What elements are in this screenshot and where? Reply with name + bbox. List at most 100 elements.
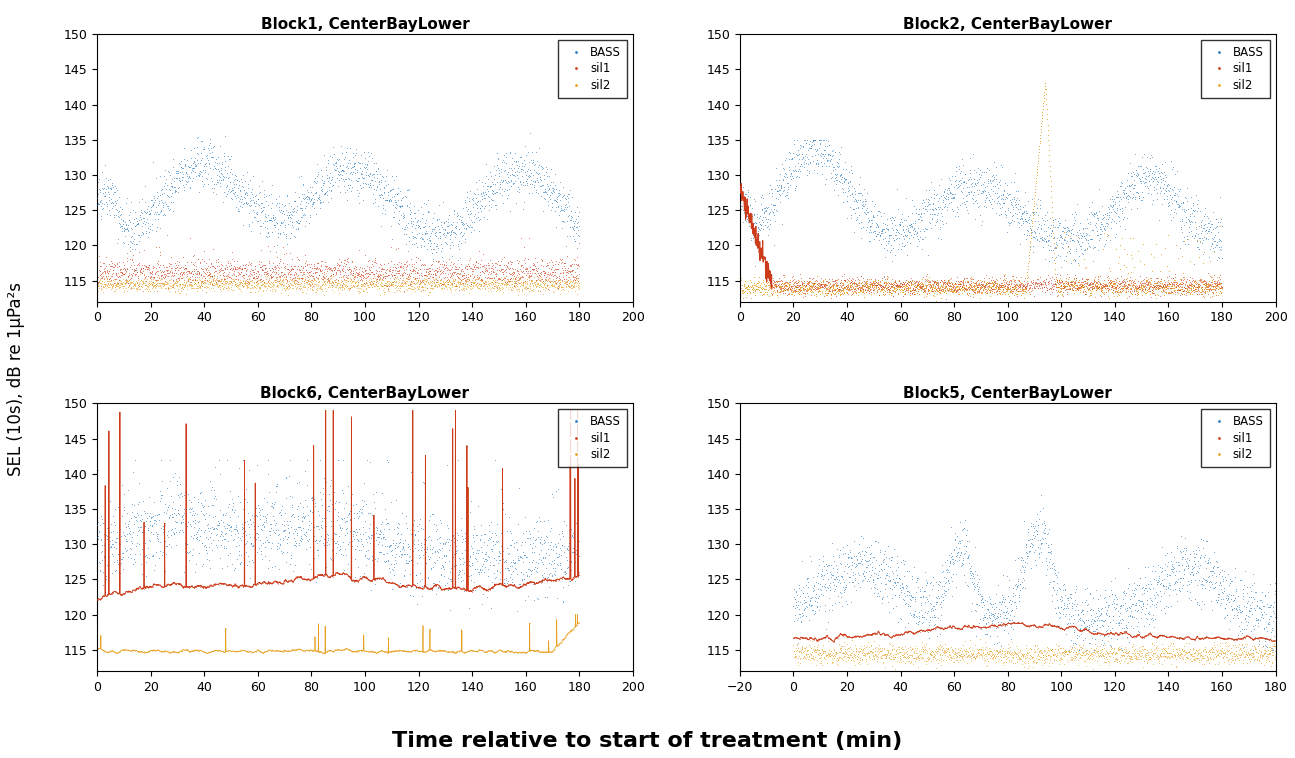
sil2 — [456, 280, 477, 292]
BASS — [411, 201, 431, 213]
sil2 — [1041, 657, 1062, 669]
sil2 — [141, 282, 162, 294]
Point — [253, 647, 273, 659]
BASS — [464, 535, 484, 547]
sil1 — [332, 279, 352, 291]
BASS — [559, 553, 580, 565]
BASS — [1067, 629, 1088, 641]
sil2 — [1212, 652, 1233, 664]
sil1 — [782, 280, 803, 292]
sil2 — [1248, 655, 1269, 667]
BASS — [550, 544, 571, 556]
sil2 — [813, 645, 834, 657]
Point — [992, 619, 1013, 631]
sil1 — [405, 262, 426, 274]
sil1 — [453, 267, 474, 279]
sil2 — [1142, 648, 1163, 660]
Point — [440, 646, 461, 658]
Point — [1123, 631, 1143, 643]
sil1 — [1164, 284, 1185, 296]
BASS — [1062, 602, 1083, 614]
sil1 — [1195, 274, 1216, 287]
Point — [786, 631, 807, 644]
sil1 — [1096, 278, 1116, 290]
BASS — [1046, 606, 1067, 619]
BASS — [228, 531, 249, 543]
sil1 — [1002, 270, 1023, 282]
Point — [149, 579, 170, 591]
BASS — [848, 201, 869, 213]
BASS — [874, 553, 895, 565]
Point — [396, 580, 417, 592]
sil1 — [830, 283, 851, 295]
sil2 — [1112, 644, 1133, 656]
BASS — [957, 552, 978, 564]
sil1 — [355, 264, 376, 276]
sil2 — [1159, 650, 1180, 662]
BASS — [1076, 227, 1097, 239]
sil2 — [259, 277, 280, 290]
BASS — [522, 146, 543, 158]
sil2 — [123, 278, 144, 290]
sil2 — [218, 275, 238, 287]
BASS — [184, 491, 205, 503]
Point — [1068, 624, 1089, 636]
sil1 — [872, 280, 892, 292]
BASS — [951, 186, 971, 198]
sil1 — [1200, 271, 1221, 283]
BASS — [480, 180, 501, 193]
BASS — [268, 190, 289, 202]
BASS — [943, 557, 963, 569]
BASS — [306, 177, 326, 190]
sil2 — [969, 277, 989, 290]
sil2 — [1080, 290, 1101, 302]
sil2 — [927, 279, 948, 291]
sil1 — [838, 283, 859, 295]
sil1 — [166, 259, 186, 271]
sil1 — [958, 287, 979, 299]
BASS — [1107, 204, 1128, 216]
BASS — [1008, 216, 1028, 228]
BASS — [264, 526, 285, 538]
sil1 — [786, 280, 807, 293]
BASS — [534, 515, 554, 527]
sil2 — [954, 645, 975, 657]
Point — [128, 646, 149, 658]
sil2 — [1154, 650, 1175, 662]
Point — [1225, 634, 1246, 646]
BASS — [526, 533, 546, 545]
BASS — [1241, 625, 1261, 637]
Point — [939, 621, 960, 633]
sil2 — [843, 650, 864, 662]
sil2 — [935, 280, 956, 293]
sil2 — [258, 280, 278, 292]
BASS — [387, 218, 408, 230]
sil1 — [864, 277, 884, 290]
sil2 — [139, 283, 159, 295]
sil2 — [1153, 650, 1173, 662]
sil2 — [817, 650, 838, 662]
sil1 — [287, 276, 308, 288]
Point — [966, 620, 987, 632]
BASS — [780, 170, 800, 182]
BASS — [835, 164, 856, 176]
sil2 — [303, 277, 324, 290]
sil2 — [783, 274, 804, 286]
sil1 — [811, 279, 831, 291]
BASS — [324, 164, 344, 177]
sil1 — [1002, 287, 1023, 299]
BASS — [488, 554, 509, 566]
BASS — [515, 175, 536, 187]
Point — [1254, 632, 1274, 644]
BASS — [341, 179, 361, 191]
Point — [372, 573, 392, 585]
Point — [131, 646, 152, 658]
Point — [508, 582, 528, 594]
BASS — [988, 191, 1009, 203]
sil1 — [1089, 278, 1110, 290]
BASS — [140, 223, 161, 235]
sil2 — [534, 278, 554, 290]
sil2 — [328, 280, 348, 293]
sil1 — [1169, 278, 1190, 290]
BASS — [192, 152, 212, 164]
